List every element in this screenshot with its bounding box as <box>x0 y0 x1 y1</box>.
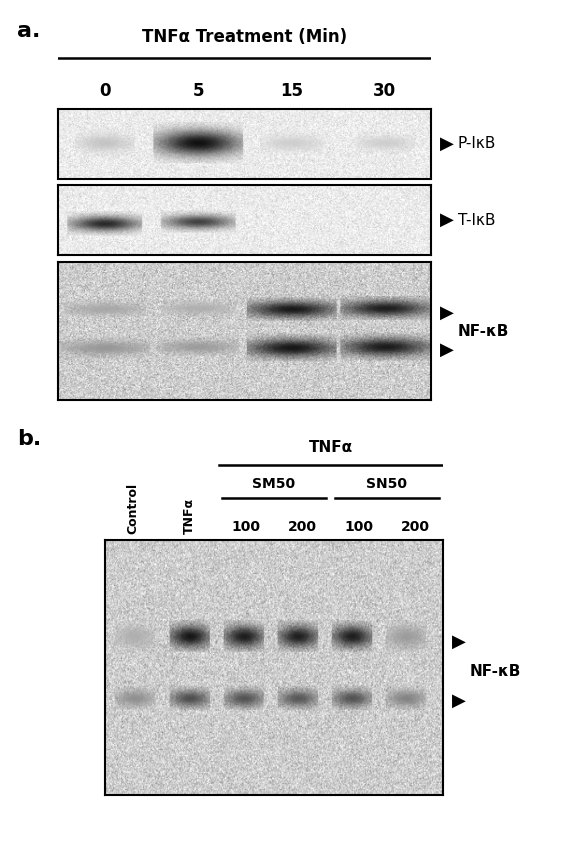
Text: ▶: ▶ <box>440 211 454 230</box>
Text: 200: 200 <box>287 519 317 534</box>
Text: 100: 100 <box>231 519 261 534</box>
Text: 0: 0 <box>99 82 111 100</box>
Text: NF-κB: NF-κB <box>458 324 509 339</box>
Text: ▶: ▶ <box>452 691 466 710</box>
Text: T-IκB: T-IκB <box>458 212 495 228</box>
Text: b.: b. <box>17 429 42 450</box>
Text: 5: 5 <box>192 82 204 100</box>
Text: ▶: ▶ <box>440 341 454 359</box>
Text: TNFα: TNFα <box>308 439 353 455</box>
Text: NF-κB: NF-κB <box>469 664 521 678</box>
Text: 30: 30 <box>373 82 396 100</box>
Text: 15: 15 <box>280 82 303 100</box>
Text: ▶: ▶ <box>452 632 466 651</box>
Text: SN50: SN50 <box>366 477 408 490</box>
Text: P-IκB: P-IκB <box>458 136 496 151</box>
Text: Control: Control <box>127 483 139 534</box>
Text: TNFα Treatment (Min): TNFα Treatment (Min) <box>142 28 347 46</box>
Text: TNFα: TNFα <box>183 497 196 534</box>
Text: 100: 100 <box>344 519 373 534</box>
Text: SM50: SM50 <box>252 477 296 490</box>
Text: ▶: ▶ <box>440 134 454 153</box>
Text: 200: 200 <box>401 519 430 534</box>
Text: ▶: ▶ <box>440 303 454 322</box>
Text: a.: a. <box>17 21 41 42</box>
